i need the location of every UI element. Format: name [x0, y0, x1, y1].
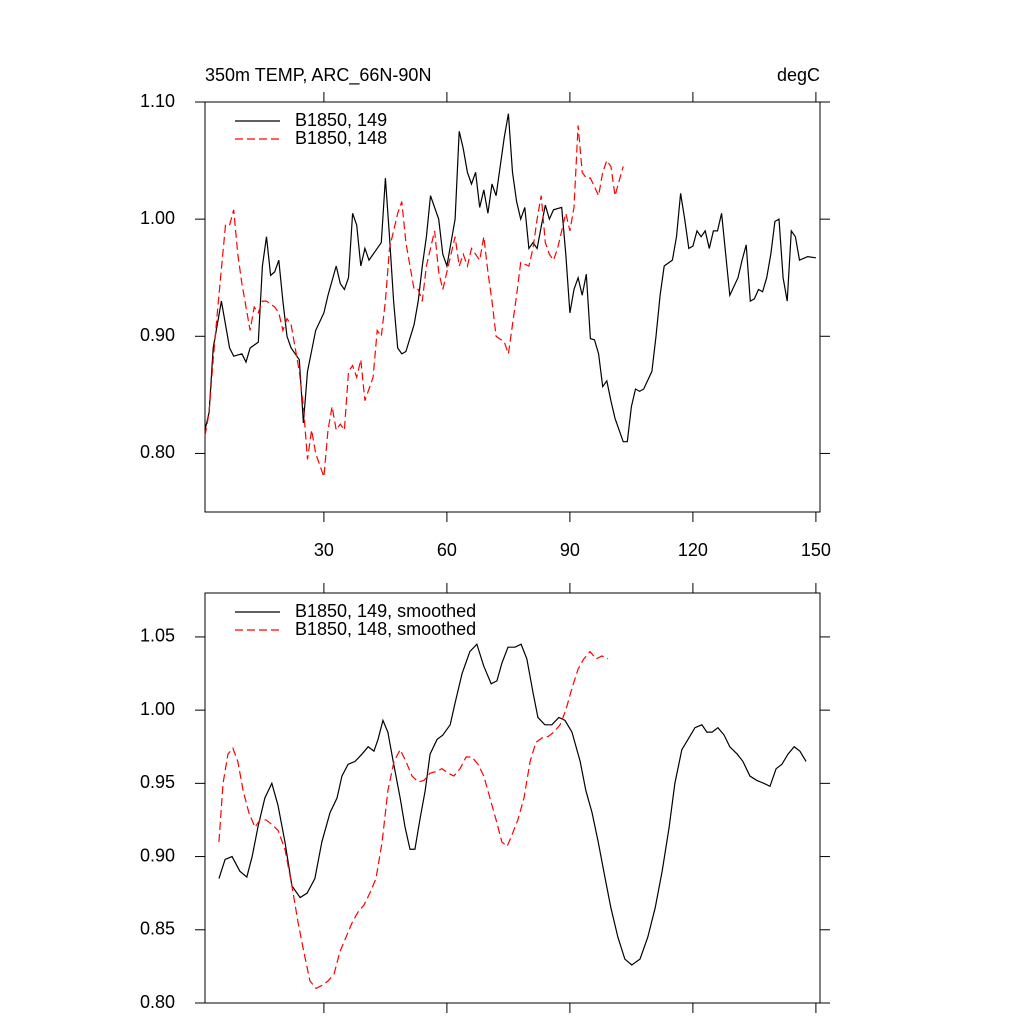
plot-frame: [204, 592, 821, 1004]
x-tick-label: 120: [678, 540, 708, 560]
x-tick-label: 60: [437, 540, 457, 560]
y-tick-label: 0.95: [140, 772, 175, 792]
y-tick-label: 0.80: [140, 992, 175, 1012]
series-line: [204, 125, 624, 478]
x-tick-label: 90: [560, 540, 580, 560]
y-tick-label: 0.80: [140, 442, 175, 462]
x-tick-label: 30: [314, 540, 334, 560]
units-label: degC: [777, 65, 820, 85]
plot-frame: [204, 101, 821, 513]
y-tick-label: 1.00: [140, 208, 175, 228]
y-tick-label: 0.85: [140, 919, 175, 939]
y-tick-label: 1.10: [140, 91, 175, 111]
series-line: [218, 643, 807, 966]
y-tick-label: 0.90: [140, 845, 175, 865]
legend-label: B1850, 148, smoothed: [295, 619, 476, 639]
series-line: [204, 113, 816, 443]
y-tick-label: 1.00: [140, 699, 175, 719]
legend-label: B1850, 148: [295, 128, 387, 148]
chart-title: 350m TEMP, ARC_66N-90N: [205, 65, 431, 86]
series-line: [218, 650, 609, 990]
legend-label: B1850, 149, smoothed: [295, 601, 476, 621]
y-tick-label: 0.90: [140, 325, 175, 345]
x-tick-label: 150: [801, 540, 831, 560]
y-tick-label: 1.05: [140, 626, 175, 646]
legend-label: B1850, 149: [295, 110, 387, 130]
